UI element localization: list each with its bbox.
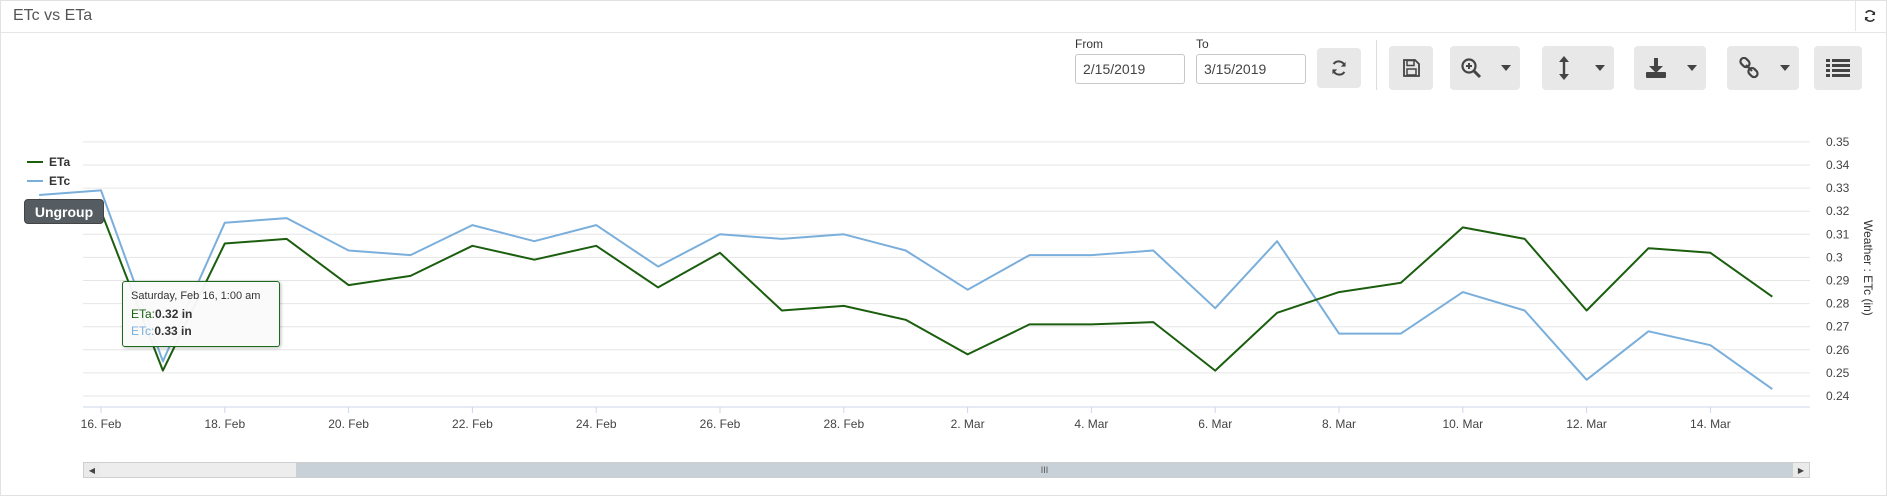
x-tick-label: 20. Feb [328,417,369,431]
x-tick-label: 16. Feb [81,417,122,431]
y-tick-label: 0.27 [1826,320,1850,334]
x-tick-label: 8. Mar [1322,417,1356,431]
y-tick-label: 0.26 [1826,343,1850,357]
navigator-scrollbar[interactable]: ◀ III ▶ [83,462,1810,478]
link-main[interactable] [1727,46,1771,90]
x-tick-label: 4. Mar [1074,417,1108,431]
scrollbar-thumb[interactable]: III [296,463,1793,477]
y-axis-ticks: 0.24 0.25 0.26 0.27 0.28 0.29 0.3 0.31 0.32 0.33 0… [1826,135,1850,403]
save-button[interactable] [1389,46,1433,90]
y-tick-label: 0.32 [1826,204,1850,218]
x-tick-label: 14. Mar [1690,417,1731,431]
save-icon [1403,59,1420,77]
line-chart: 0.24 0.25 0.26 0.27 0.28 0.29 0.3 0.31 0.32 0.33 0… [38,135,1875,431]
y-tick-label: 0.28 [1826,297,1850,311]
y-tick-label: 0.3 [1826,250,1843,264]
tooltip-etc-label: ETc: [131,324,155,338]
legend-item-eta[interactable]: ETa [27,155,70,169]
x-tick-label: 22. Feb [452,417,493,431]
chevron-down-icon[interactable] [1771,46,1799,90]
grid-lines [83,141,1810,408]
y-tick-label: 0.24 [1826,389,1850,403]
refresh-range-button[interactable] [1317,48,1361,88]
chevron-down-icon[interactable] [1586,46,1614,90]
link-icon [1739,57,1759,79]
legend-label-etc: ETc [49,174,71,188]
ungroup-button[interactable]: Ungroup [24,199,104,224]
legend-swatch-etc [27,180,43,182]
series-line-eta[interactable] [38,198,1773,372]
chevron-down-icon[interactable] [1492,46,1520,90]
panel-title: ETc vs ETa [13,7,93,24]
y-tick-label: 0.31 [1826,227,1850,241]
zoom-in-icon [1461,58,1482,79]
tooltip-row-eta: ETa:0.32 in [131,306,271,323]
series-lines [38,189,1773,390]
tooltip-date: Saturday, Feb 16, 1:00 am [131,290,261,302]
link-button[interactable] [1727,46,1799,90]
y-axis-label: Weather : ETc (in) [1861,220,1875,316]
download-button[interactable] [1634,46,1706,90]
from-date-input[interactable] [1075,54,1185,84]
x-tick-label: 26. Feb [700,417,741,431]
x-tick-label: 12. Mar [1566,417,1607,431]
refresh-icon [1864,10,1876,22]
x-tick-label: 10. Mar [1442,417,1483,431]
arrows-vertical-icon [1559,56,1569,80]
list-icon [1826,59,1850,77]
tooltip-eta-label: ETa: [131,307,156,321]
legend-label-eta: ETa [49,155,71,169]
download-icon [1646,58,1666,78]
download-main[interactable] [1634,46,1678,90]
refresh-panel-button[interactable] [1855,1,1884,31]
scrollbar-grip: III [1040,465,1049,475]
panel-header: ETc vs ETa [1,1,1886,33]
tooltip-row-etc: ETc:0.33 in [131,323,271,340]
y-tick-label: 0.35 [1826,135,1850,149]
y-tick-label: 0.34 [1826,158,1850,172]
zoom-button[interactable] [1450,46,1520,90]
to-label: To [1196,37,1209,51]
vertical-scale-button[interactable] [1542,46,1614,90]
x-tick-label: 2. Mar [951,417,985,431]
y-tick-label: 0.33 [1826,181,1850,195]
legend-item-etc[interactable]: ETc [27,174,70,188]
chevron-down-icon[interactable] [1678,46,1706,90]
tooltip-etc-value: 0.33 in [154,324,192,338]
to-date-input[interactable] [1196,54,1306,84]
x-tick-label: 6. Mar [1198,417,1232,431]
zoom-main[interactable] [1450,46,1492,90]
legend-swatch-eta [27,161,43,163]
refresh-icon [1332,60,1346,76]
x-tick-label: 28. Feb [823,417,864,431]
toolbar-separator [1376,40,1377,90]
chart-tooltip: Saturday, Feb 16, 1:00 am ETa:0.32 in ET… [122,281,280,347]
x-tick-label: 18. Feb [204,417,245,431]
vertical-scale-main[interactable] [1542,46,1586,90]
series-line-etc[interactable] [39,189,1773,390]
y-tick-label: 0.25 [1826,366,1850,380]
x-tick-label: 24. Feb [576,417,617,431]
x-axis-ticks: 16. Feb 18. Feb 20. Feb 22. Feb 24. Feb 26. F… [81,407,1731,431]
scroll-right-arrow-icon[interactable]: ▶ [1793,463,1809,477]
scroll-left-arrow-icon[interactable]: ◀ [84,463,100,477]
list-view-button[interactable] [1814,46,1862,90]
from-label: From [1075,37,1103,51]
y-tick-label: 0.29 [1826,274,1850,288]
tooltip-eta-value: 0.32 in [155,307,193,321]
